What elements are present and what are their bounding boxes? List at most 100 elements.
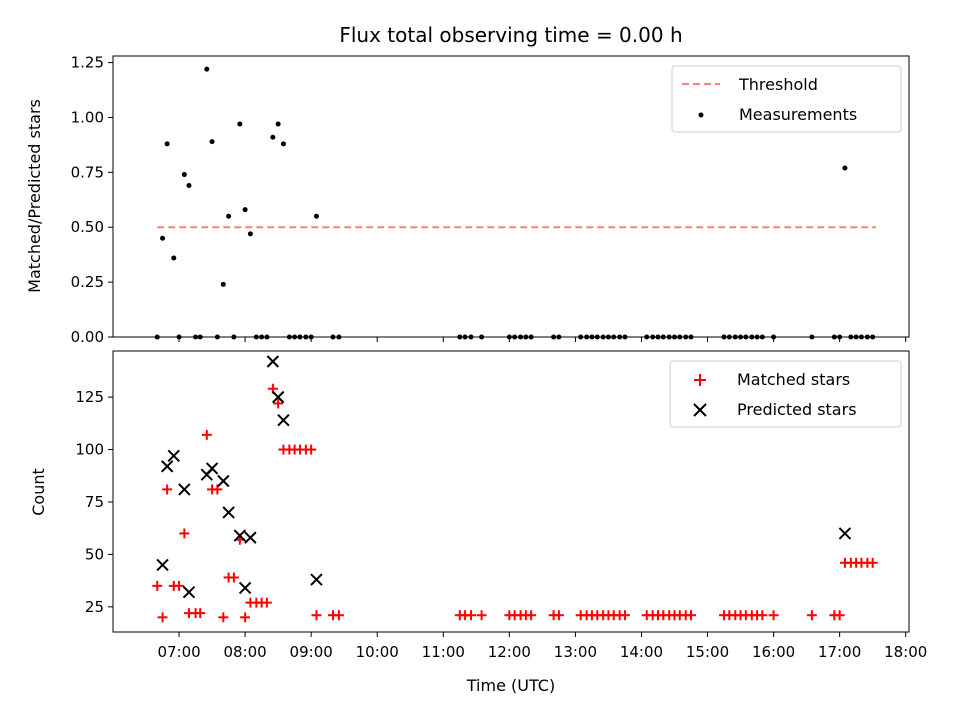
matched-star-point	[179, 528, 190, 539]
top-legend-frame	[671, 65, 902, 133]
top-axes-frame	[112, 55, 910, 338]
matched-star-point	[201, 429, 212, 440]
predicted-star-point	[222, 506, 235, 519]
predicted-star-marker-b	[277, 413, 290, 427]
bottom-y-tick-label: 75	[85, 493, 104, 511]
top-y-tick-label: 0.00	[71, 328, 104, 346]
matched-star-point	[311, 610, 322, 621]
matched-star-point	[867, 557, 878, 568]
matched-star-point	[619, 610, 630, 621]
predicted-star-marker-b	[217, 474, 230, 488]
predicted-star-marker-b	[156, 558, 169, 572]
top-y-tick-label: 0.75	[71, 163, 104, 181]
matched-star-point	[306, 444, 317, 455]
top-y-axis-label: Matched/Predicted stars	[25, 99, 44, 293]
bottom-x-tick-label: 17:00	[818, 643, 861, 661]
measurement-point	[186, 183, 192, 189]
bottom-y-tick-label: 25	[85, 598, 104, 616]
measurement-point	[164, 141, 170, 147]
predicted-star-point	[205, 462, 219, 475]
top-y-tick-label: 0.50	[71, 218, 104, 236]
measurement-point	[160, 235, 166, 241]
predicted-star-point	[310, 573, 323, 586]
matched-star-point	[768, 610, 779, 621]
bottom-y-axis-label: Count	[29, 468, 48, 516]
predicted-star-marker-b	[310, 573, 323, 586]
measurement-point	[237, 121, 243, 127]
measurement-point	[242, 207, 248, 213]
predicted-stars-legend-label: Predicted stars	[737, 400, 857, 419]
bottom-x-tick-label: 12:00	[488, 643, 531, 661]
measurement-point	[247, 231, 253, 237]
bottom-legend: Matched stars Predicted stars	[669, 360, 902, 428]
matched-star-point	[273, 398, 284, 409]
measurements-legend-swatch	[698, 112, 704, 118]
predicted-star-marker-b	[182, 585, 196, 599]
predicted-star-marker-b	[238, 581, 252, 595]
matched-star-point	[228, 572, 239, 583]
matched-stars-legend-swatch	[694, 374, 706, 386]
matched-star-point	[553, 610, 564, 621]
top-legend: Threshold Measurements	[671, 65, 902, 133]
predicted-star-point	[217, 474, 230, 488]
predicted-star-marker-b	[838, 527, 852, 540]
bottom-legend-frame	[669, 360, 902, 428]
matched-star-point	[466, 610, 477, 621]
bottom-x-tick-label: 08:00	[223, 643, 266, 661]
top-chart-title: Flux total observing time = 0.00 h	[339, 23, 682, 47]
predicted-star-point	[178, 483, 191, 496]
bottom-x-tick-label: 15:00	[686, 643, 729, 661]
bottom-x-tick-label: 07:00	[157, 643, 200, 661]
measurement-point	[275, 121, 281, 127]
bottom-y-tick-label: 125	[75, 388, 104, 406]
top-y-tick-label: 1.25	[71, 54, 104, 72]
matched-stars-legend-label: Matched stars	[737, 370, 850, 389]
predicted-star-point	[271, 390, 285, 404]
matched-star-point	[174, 580, 185, 591]
bottom-x-tick-label: 13:00	[554, 643, 597, 661]
matched-star-point	[834, 610, 845, 621]
top-y-tick-label: 0.25	[71, 273, 104, 291]
matched-star-point	[333, 610, 344, 621]
matched-star-point	[476, 610, 487, 621]
bottom-y-tick-label: 50	[85, 545, 104, 563]
measurement-point	[313, 213, 319, 219]
predicted-star-marker-b	[233, 529, 247, 542]
predicted-star-marker-b	[205, 462, 219, 475]
matched-star-point	[240, 612, 251, 623]
predicted-star-marker-b	[160, 460, 174, 473]
predicted-star-point	[182, 585, 196, 599]
measurement-point	[226, 213, 232, 219]
measurement-point	[280, 141, 286, 147]
bottom-x-tick-label: 11:00	[422, 643, 465, 661]
matched-star-point	[195, 608, 206, 619]
predicted-stars-legend-swatch	[693, 403, 707, 417]
bottom-x-tick-label: 14:00	[620, 643, 663, 661]
matched-star-point	[686, 610, 697, 621]
bottom-x-tick-label: 16:00	[752, 643, 795, 661]
predicted-star-point	[233, 529, 247, 542]
predicted-star-point	[160, 460, 174, 473]
bottom-x-axis-label: Time (UTC)	[466, 676, 555, 695]
measurement-point	[270, 134, 276, 140]
matched-star-point	[157, 612, 168, 623]
threshold-legend-label: Threshold	[738, 75, 818, 94]
measurement-point	[842, 165, 848, 171]
predicted-star-marker-b	[271, 390, 285, 404]
matched-star-point	[261, 597, 272, 608]
top-y-tick-label: 1.00	[71, 108, 104, 126]
bottom-x-tick-label: 18:00	[884, 643, 927, 661]
measurement-point	[181, 172, 187, 178]
bottom-x-tick-label: 10:00	[356, 643, 399, 661]
predicted-star-marker-b	[222, 506, 235, 519]
predicted-star-point	[238, 581, 252, 595]
measurement-point	[220, 281, 226, 287]
matched-star-point	[806, 610, 817, 621]
matched-star-point	[152, 580, 163, 591]
matched-star-point	[162, 484, 173, 495]
matched-star-point	[526, 610, 537, 621]
predicted-star-marker-b	[244, 531, 257, 544]
measurements-legend-label: Measurements	[739, 105, 857, 124]
predicted-star-marker-b	[178, 483, 191, 496]
